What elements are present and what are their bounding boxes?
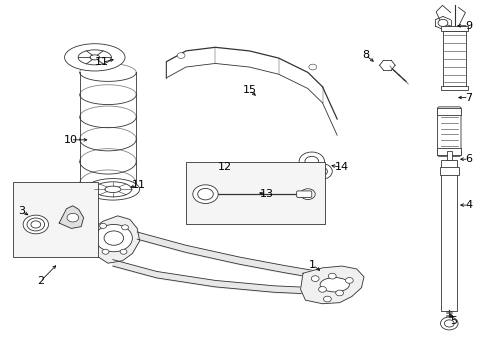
Bar xyxy=(13,182,98,257)
Text: 14: 14 xyxy=(334,162,348,172)
Circle shape xyxy=(300,189,315,199)
Text: 12: 12 xyxy=(218,162,232,172)
Ellipse shape xyxy=(64,44,125,71)
Circle shape xyxy=(323,296,330,302)
Circle shape xyxy=(27,218,44,231)
Circle shape xyxy=(328,273,335,279)
Circle shape xyxy=(444,320,453,327)
Circle shape xyxy=(308,64,316,70)
Text: 11: 11 xyxy=(131,180,145,190)
Circle shape xyxy=(122,225,128,230)
Text: 11: 11 xyxy=(95,57,109,67)
Circle shape xyxy=(102,249,109,254)
Text: 15: 15 xyxy=(242,85,256,95)
Text: 4: 4 xyxy=(464,200,471,210)
Ellipse shape xyxy=(104,186,121,193)
Circle shape xyxy=(23,215,48,234)
Bar xyxy=(439,167,458,175)
Circle shape xyxy=(192,185,218,203)
Circle shape xyxy=(315,167,327,176)
Text: 7: 7 xyxy=(464,93,471,103)
Polygon shape xyxy=(59,206,83,228)
Text: 9: 9 xyxy=(464,21,471,31)
Bar xyxy=(446,151,451,160)
Circle shape xyxy=(318,287,326,292)
Ellipse shape xyxy=(78,50,111,65)
Circle shape xyxy=(95,225,132,252)
Circle shape xyxy=(67,213,79,222)
Text: 13: 13 xyxy=(259,189,273,199)
Circle shape xyxy=(311,276,319,282)
Bar xyxy=(185,162,325,224)
Circle shape xyxy=(310,163,331,179)
FancyBboxPatch shape xyxy=(296,191,311,197)
Circle shape xyxy=(120,249,127,254)
Circle shape xyxy=(104,231,123,245)
Polygon shape xyxy=(300,266,363,304)
Circle shape xyxy=(305,156,318,166)
Bar xyxy=(441,86,467,90)
Circle shape xyxy=(345,278,352,283)
Circle shape xyxy=(31,221,41,228)
Circle shape xyxy=(177,53,184,58)
Text: 6: 6 xyxy=(465,154,471,164)
Polygon shape xyxy=(91,216,140,263)
Bar xyxy=(441,160,456,311)
Ellipse shape xyxy=(90,55,100,60)
Bar xyxy=(441,26,467,31)
FancyBboxPatch shape xyxy=(437,107,460,156)
Ellipse shape xyxy=(320,278,348,292)
Circle shape xyxy=(299,152,324,171)
Text: 5: 5 xyxy=(449,316,456,325)
Circle shape xyxy=(197,188,213,200)
Circle shape xyxy=(437,19,447,27)
Text: 1: 1 xyxy=(308,260,316,270)
Circle shape xyxy=(100,224,106,228)
Ellipse shape xyxy=(86,179,140,200)
Ellipse shape xyxy=(94,182,131,197)
Circle shape xyxy=(440,317,457,330)
Text: 10: 10 xyxy=(63,135,77,145)
Text: 8: 8 xyxy=(361,50,368,60)
Bar xyxy=(436,148,461,155)
Bar xyxy=(436,108,461,115)
Bar xyxy=(443,31,465,87)
Circle shape xyxy=(335,290,343,296)
Text: 3: 3 xyxy=(18,206,25,216)
Text: 2: 2 xyxy=(37,276,44,286)
